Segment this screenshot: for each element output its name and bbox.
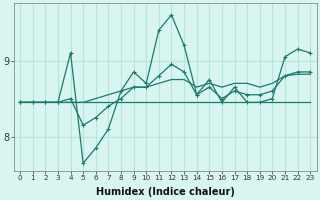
X-axis label: Humidex (Indice chaleur): Humidex (Indice chaleur) — [96, 187, 235, 197]
